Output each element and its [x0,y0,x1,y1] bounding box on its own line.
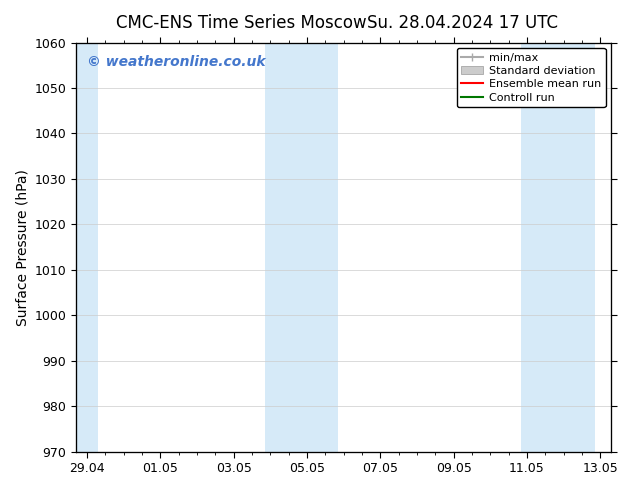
Text: © weatheronline.co.uk: © weatheronline.co.uk [87,55,266,69]
Text: Su. 28.04.2024 17 UTC: Su. 28.04.2024 17 UTC [367,14,559,32]
Bar [76,43,98,452]
Text: CMC-ENS Time Series Moscow: CMC-ENS Time Series Moscow [115,14,366,32]
Bar [265,43,338,452]
Legend: min/max, Standard deviation, Ensemble mean run, Controll run: min/max, Standard deviation, Ensemble me… [456,48,605,107]
Y-axis label: Surface Pressure (hPa): Surface Pressure (hPa) [15,169,29,325]
Bar [521,43,595,452]
